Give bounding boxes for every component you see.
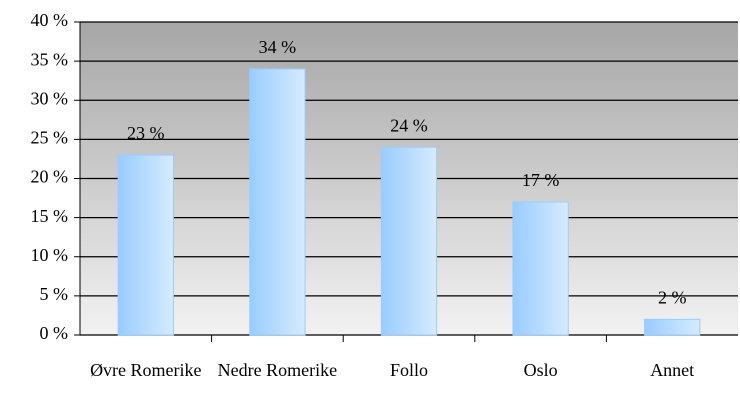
y-tick-label: 0 % bbox=[40, 323, 69, 343]
y-tick-label: 30 % bbox=[31, 88, 69, 108]
bar bbox=[117, 154, 174, 336]
y-tick-label: 15 % bbox=[31, 206, 69, 226]
data-label: 17 % bbox=[522, 170, 560, 190]
data-label: 34 % bbox=[259, 37, 297, 57]
y-tick-label: 40 % bbox=[31, 10, 69, 30]
x-tick-label: Nedre Romerike bbox=[217, 360, 338, 380]
bar bbox=[249, 68, 306, 336]
y-tick-label: 5 % bbox=[40, 284, 69, 304]
bar bbox=[380, 146, 438, 336]
data-label: 24 % bbox=[390, 115, 428, 135]
y-tick-label: 10 % bbox=[31, 245, 69, 265]
y-tick-label: 35 % bbox=[31, 49, 69, 69]
y-tick-label: 20 % bbox=[31, 167, 69, 187]
x-tick-label: Annet bbox=[650, 360, 695, 380]
data-label: 2 % bbox=[658, 287, 687, 307]
bar bbox=[512, 201, 569, 336]
x-tick-label: Øvre Romerike bbox=[90, 360, 202, 380]
x-tick-label: Oslo bbox=[523, 360, 558, 380]
data-label: 23 % bbox=[127, 123, 165, 143]
x-tick-label: Follo bbox=[389, 360, 428, 380]
y-tick-label: 25 % bbox=[31, 128, 69, 148]
bar bbox=[644, 318, 701, 336]
